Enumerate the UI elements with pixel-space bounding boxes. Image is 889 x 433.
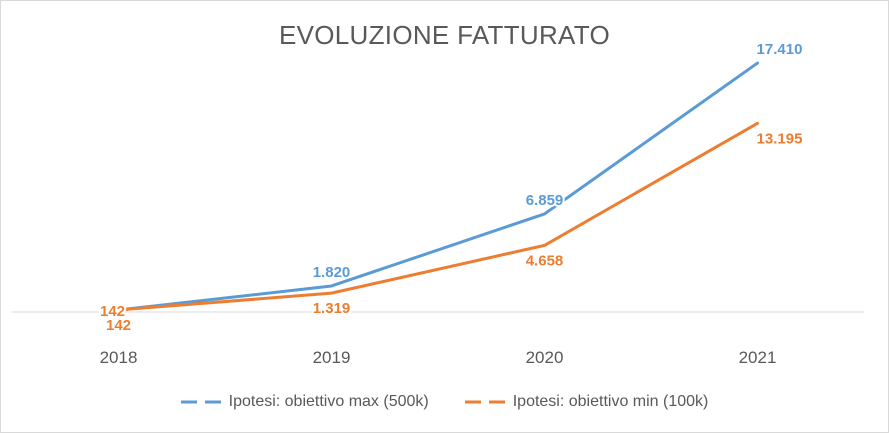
data-label-halo: 142: [100, 303, 125, 320]
data-label-halo: 17.410: [757, 41, 803, 58]
data-label: 4.658: [526, 252, 564, 269]
data-label-halo: 1.319: [313, 300, 351, 317]
data-label-halo: 142: [106, 317, 131, 334]
legend-label-min: Ipotesi: obiettivo min (100k): [512, 393, 709, 410]
legend-item-min: Ipotesi: obiettivo min (100k): [464, 393, 709, 411]
data-label: 142: [100, 303, 125, 320]
data-label: 13.195: [757, 130, 803, 147]
series-line-1: [117, 121, 759, 312]
data-label: 142: [106, 317, 131, 334]
legend: Ipotesi: obiettivo max (500k) Ipotesi: o…: [0, 393, 889, 411]
series-line-0: [117, 61, 759, 312]
legend-swatch-min: [464, 397, 505, 407]
data-label-halo: 13.195: [757, 130, 803, 147]
data-label: 1.820: [313, 264, 351, 281]
data-label-halo: 6.859: [526, 192, 564, 209]
legend-label-max: Ipotesi: obiettivo max (500k): [228, 393, 429, 410]
axis-layer: 2018 2019 2020 2021: [12, 311, 864, 367]
x-tick-label: 2019: [313, 348, 351, 367]
data-label-halo: 1.820: [313, 264, 351, 281]
data-label: 6.859: [526, 192, 564, 209]
data-label-halo: 4.658: [526, 252, 564, 269]
chart-title: EVOLUZIONE FATTURATO: [278, 20, 611, 50]
data-label: 17.410: [757, 41, 803, 58]
data-label: 1.319: [313, 300, 351, 317]
legend-item-max: Ipotesi: obiettivo max (500k): [180, 393, 429, 411]
x-tick-label: 2018: [100, 348, 138, 367]
x-tick-label: 2020: [526, 348, 564, 367]
x-tick-label: 2021: [739, 348, 777, 367]
legend-swatch-max: [180, 397, 221, 407]
data-label-layer: 1.8201.8206.8596.85917.41017.4101421421.…: [98, 39, 804, 336]
series-layer: [117, 61, 759, 312]
